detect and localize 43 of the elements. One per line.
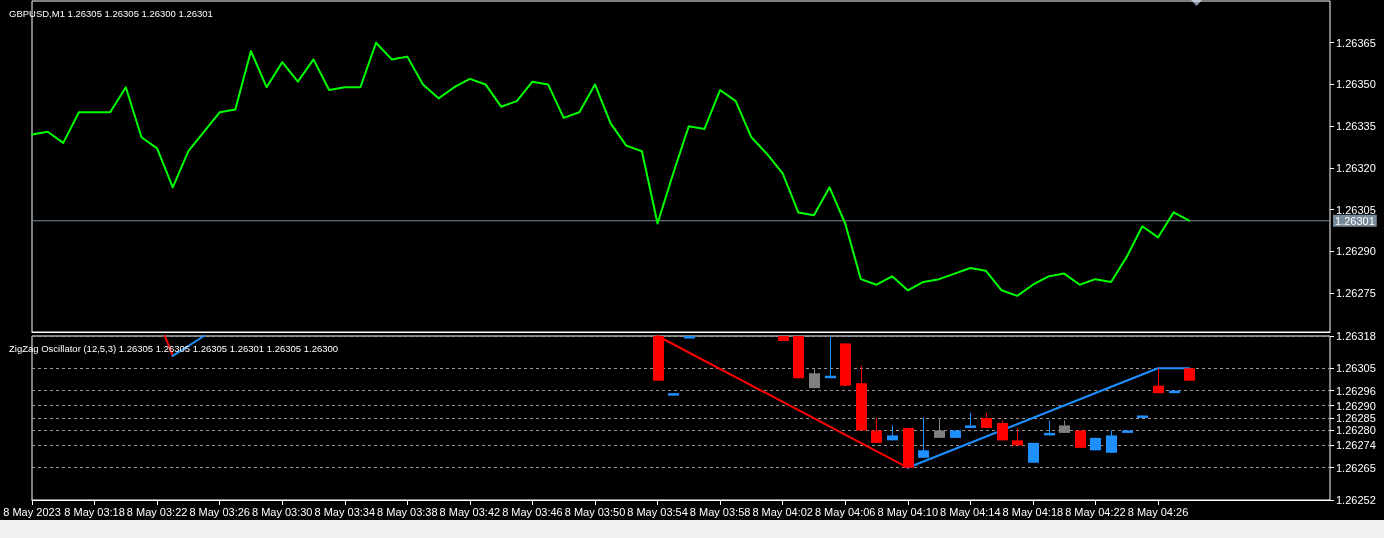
y-tick-label: 1.26305 [1336, 362, 1376, 375]
y-tick-label: 1.26296 [1336, 384, 1376, 397]
x-tick-label: 8 May 03:50 [564, 505, 626, 518]
x-tick-label: 8 May 03:58 [689, 505, 751, 518]
y-tick-label: 1.26318 [1336, 330, 1376, 342]
line-series [31, 41, 1191, 297]
x-tick-label: 8 May 2023 [3, 505, 61, 518]
x-tick-label: 8 May 03:22 [126, 505, 188, 518]
x-tick-label: 8 May 04:02 [752, 505, 813, 518]
y-tick-label: 1.26290 [1336, 245, 1376, 258]
y-tick-label: 1.26275 [1336, 287, 1376, 300]
x-tick-label: 8 May 03:54 [627, 505, 688, 518]
text: GBPUSD,M1 1.26305 1.26305 1.26300 1.26301 [9, 7, 213, 19]
y-tick-label: 1.26252 [1336, 494, 1376, 506]
candlestick [1106, 429, 1117, 454]
y-tick-label: 1.26305 [1336, 203, 1376, 216]
x-tick-label: 8 May 03:30 [251, 505, 313, 518]
candlestick [1153, 367, 1164, 394]
y-tick-label: 1.26290 [1336, 399, 1376, 412]
candlestick [871, 417, 882, 444]
y-tick-label: 1.26265 [1336, 461, 1376, 474]
x-tick-label: 8 May 03:46 [502, 505, 563, 518]
y-tick-label: 1.26280 [1336, 424, 1376, 437]
y-tick-label: 1.26285 [1336, 412, 1376, 424]
x-tick-label: 8 May 04:26 [1127, 505, 1189, 518]
y-tick-label: 1.26335 [1336, 120, 1376, 133]
y-tick-label: 1.26365 [1336, 36, 1376, 49]
x-tick-label: 8 May 04:10 [877, 505, 939, 518]
x-tick-label: 8 May 03:18 [64, 505, 125, 518]
ref-line-label: 1.26301 [1335, 214, 1375, 227]
x-tick-label: 8 May 04:22 [1065, 505, 1126, 518]
candlestick [934, 417, 945, 439]
candlestick [918, 417, 929, 459]
x-tick-label: 8 May 03:38 [377, 505, 438, 518]
y-tick-label: 1.26350 [1336, 78, 1376, 91]
y-tick-label: 1.26320 [1336, 161, 1376, 174]
x-tick-label: 8 May 03:26 [189, 505, 250, 518]
x-tick-label: 8 May 03:42 [439, 505, 501, 518]
x-tick-label: 8 May 03:34 [314, 505, 376, 518]
x-tick-label: 8 May 04:18 [1002, 505, 1064, 518]
x-tick-label: 8 May 04:14 [940, 505, 1001, 518]
x-tick-label: 8 May 04:06 [814, 505, 876, 518]
y-tick-label: 1.26274 [1336, 439, 1376, 452]
